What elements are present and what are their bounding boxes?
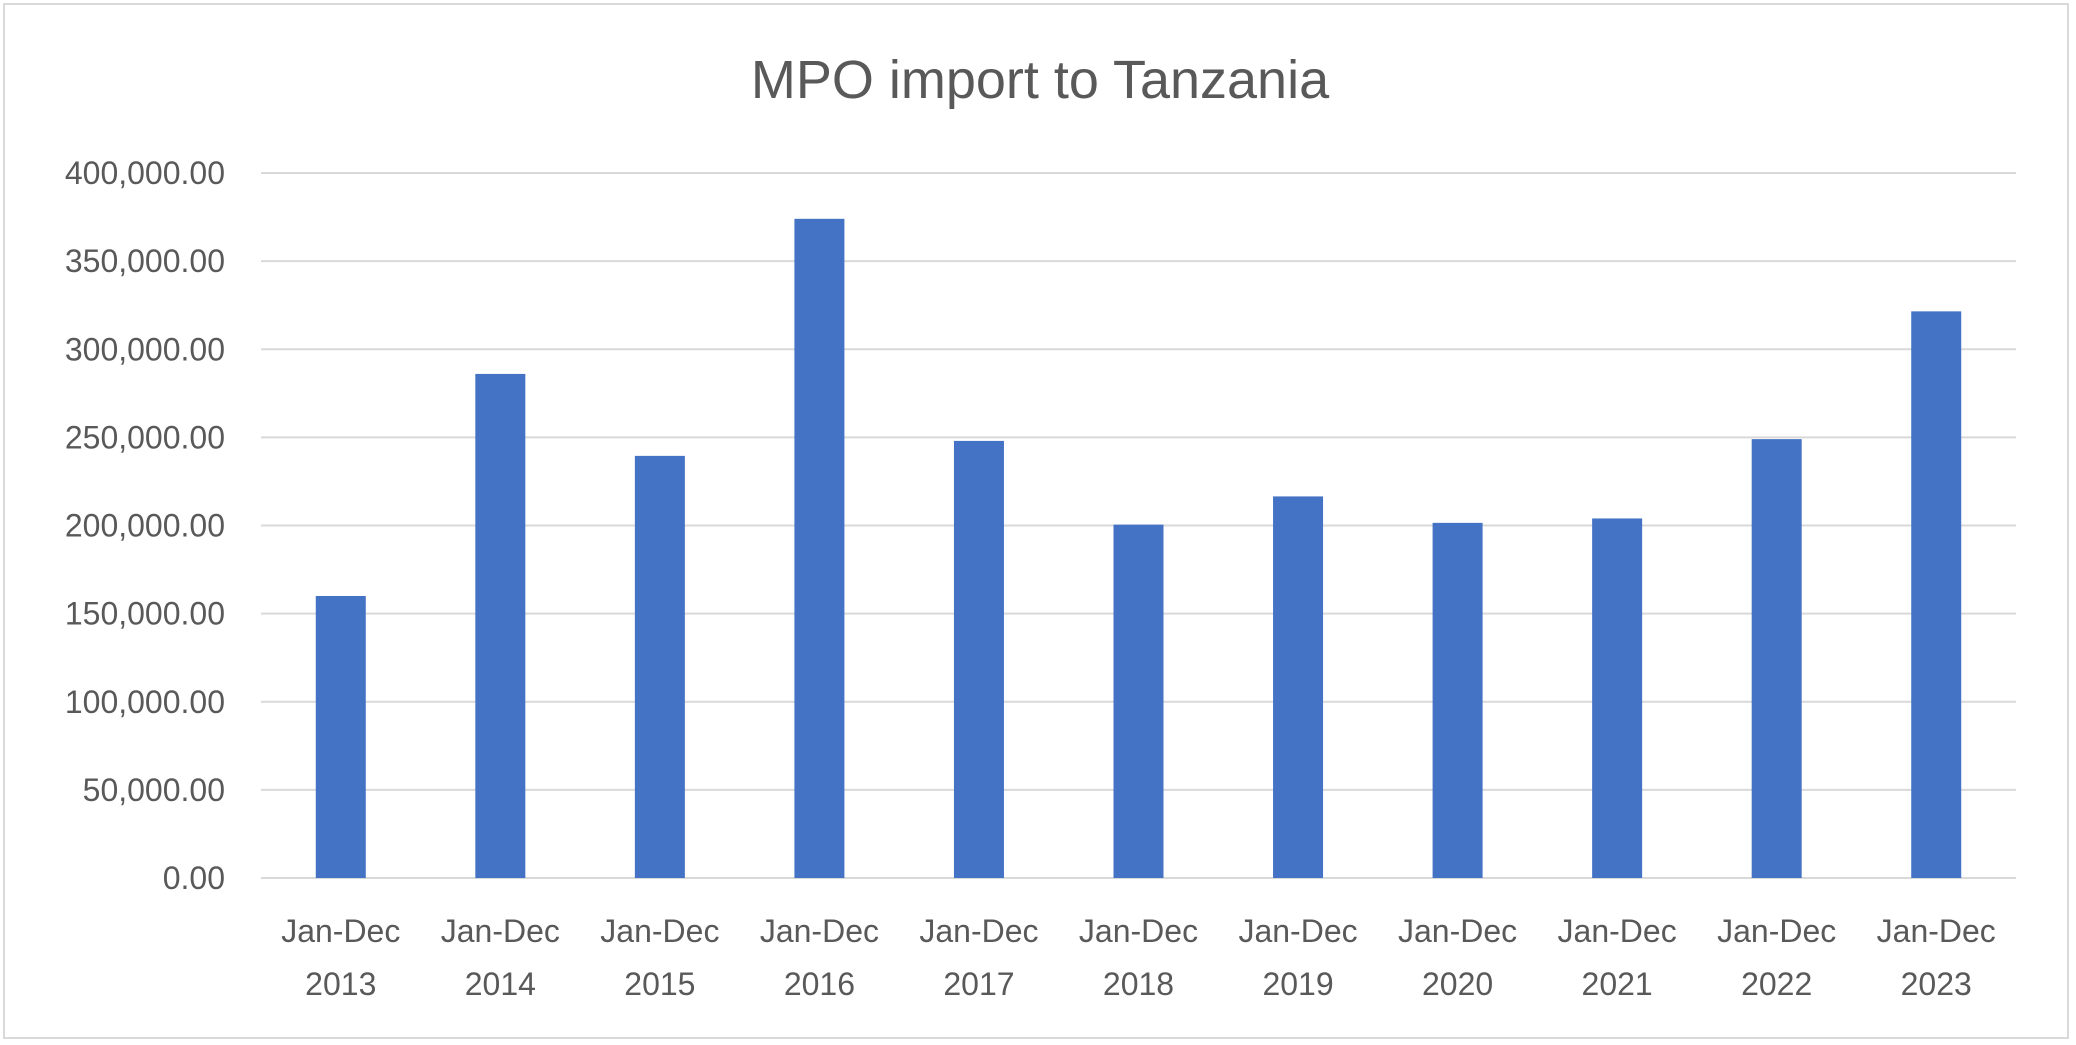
- x-tick-label: 2013: [305, 966, 376, 1002]
- y-axis-ticks: 0.00 50,000.00 100,000.00 150,000.00 200,000…: [65, 155, 225, 896]
- y-tick-label: 400,000.00: [65, 155, 225, 191]
- x-tick-label: Jan-Dec: [1717, 913, 1836, 949]
- x-tick-label: Jan-Dec: [600, 913, 719, 949]
- bar-2016: [794, 218, 845, 878]
- y-tick-label: 0.00: [163, 860, 225, 896]
- x-tick-label: Jan-Dec: [1079, 913, 1198, 949]
- x-tick-label: 2017: [943, 966, 1014, 1002]
- y-tick-label: 200,000.00: [65, 508, 225, 544]
- bar-2021: [1592, 518, 1643, 878]
- x-tick-label: 2021: [1582, 966, 1653, 1002]
- x-tick-label: 2023: [1901, 966, 1972, 1002]
- y-tick-label: 250,000.00: [65, 419, 225, 455]
- bar-2014: [475, 373, 526, 878]
- x-tick-label: 2016: [784, 966, 855, 1002]
- y-tick-label: 350,000.00: [65, 243, 225, 279]
- bar-2017: [953, 440, 1004, 878]
- gridlines: [261, 172, 2016, 879]
- y-tick-label: 50,000.00: [83, 772, 225, 808]
- x-tick-label: Jan-Dec: [1398, 913, 1517, 949]
- bar-2019: [1273, 496, 1324, 878]
- y-tick-label: 100,000.00: [65, 684, 225, 720]
- bar-2020: [1432, 522, 1483, 878]
- bar-2018: [1113, 524, 1164, 878]
- x-tick-label: 2022: [1741, 966, 1812, 1002]
- x-tick-label: 2014: [465, 966, 536, 1002]
- x-tick-label: 2020: [1422, 966, 1493, 1002]
- x-axis-ticks: Jan-Dec 2013 Jan-Dec 2014 Jan-Dec 2015 Jan-Dec…: [281, 913, 1996, 1002]
- y-tick-label: 150,000.00: [65, 596, 225, 632]
- bar-2022: [1751, 439, 1802, 878]
- x-tick-label: 2019: [1262, 966, 1333, 1002]
- chart-title: MPO import to Tanzania: [751, 50, 1330, 110]
- bar-2023: [1911, 311, 1962, 878]
- x-tick-label: Jan-Dec: [919, 913, 1038, 949]
- x-tick-label: Jan-Dec: [441, 913, 560, 949]
- x-tick-label: Jan-Dec: [1558, 913, 1677, 949]
- x-tick-label: 2015: [624, 966, 695, 1002]
- bar-2015: [634, 455, 685, 878]
- x-tick-label: Jan-Dec: [281, 913, 400, 949]
- bars: [315, 218, 1962, 878]
- x-tick-label: 2018: [1103, 966, 1174, 1002]
- x-tick-label: Jan-Dec: [760, 913, 879, 949]
- y-tick-label: 300,000.00: [65, 331, 225, 367]
- x-tick-label: Jan-Dec: [1238, 913, 1357, 949]
- bar-2013: [315, 596, 366, 878]
- x-tick-label: Jan-Dec: [1877, 913, 1996, 949]
